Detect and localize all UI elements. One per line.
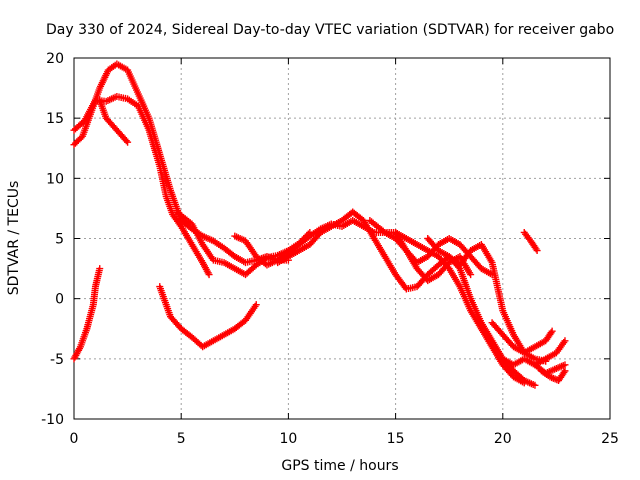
- series-track-p: [499, 355, 569, 377]
- data-marker: [467, 271, 475, 279]
- series-track-m: [520, 228, 541, 255]
- data-marker: [301, 233, 309, 241]
- series-track-k: [424, 235, 550, 365]
- data-marker: [561, 337, 569, 345]
- data-marker: [304, 230, 312, 238]
- series-track-l: [488, 319, 556, 357]
- series-track-a: [70, 93, 213, 279]
- data-marker: [252, 301, 260, 309]
- data-marker: [560, 368, 568, 376]
- y-tick-label: -5: [50, 352, 64, 368]
- data-marker: [297, 238, 305, 246]
- series-track-c: [96, 96, 132, 146]
- data-marker: [298, 236, 306, 244]
- x-tick-label: 0: [70, 431, 79, 447]
- x-tick-label: 5: [177, 431, 186, 447]
- data-marker: [124, 138, 132, 146]
- x-axis-label: GPS time / hours: [281, 458, 398, 474]
- data-marker: [122, 137, 130, 145]
- data-marker: [547, 329, 555, 337]
- series-track-f: [173, 208, 314, 279]
- y-tick-label: -10: [41, 412, 64, 428]
- x-tick-label: 20: [494, 431, 512, 447]
- data-marker: [532, 245, 540, 253]
- x-tick-label: 15: [387, 431, 405, 447]
- data-marker: [205, 271, 213, 279]
- data-marker: [306, 228, 314, 236]
- data-marker: [295, 239, 303, 247]
- data-marker: [561, 367, 569, 375]
- y-tick-label: 20: [46, 51, 64, 67]
- series-track-d: [70, 265, 104, 363]
- data-marker: [533, 247, 541, 255]
- y-tick-label: 5: [55, 232, 64, 248]
- data-marker: [531, 381, 539, 389]
- x-tick-label: 10: [279, 431, 297, 447]
- data-markers: [70, 60, 569, 389]
- data-marker: [96, 265, 104, 273]
- y-tick-label: 0: [55, 292, 64, 308]
- axis-ticks: 0 5 10 15 20 25 -10 -5 0 5 10 15 20: [41, 51, 619, 447]
- series-track-e: [156, 283, 260, 351]
- y-axis-label: SDTVAR / TECUs: [6, 181, 22, 296]
- data-marker: [548, 327, 556, 335]
- x-tick-label: 25: [601, 431, 619, 447]
- data-marker: [300, 235, 308, 243]
- series-track-g: [231, 232, 292, 269]
- data-marker: [303, 232, 311, 240]
- y-tick-label: 10: [46, 171, 64, 187]
- y-tick-label: 15: [46, 111, 64, 127]
- chart-title: Day 330 of 2024, Sidereal Day-to-day VTE…: [46, 22, 614, 38]
- data-marker: [561, 361, 569, 369]
- series-track-j: [392, 228, 496, 279]
